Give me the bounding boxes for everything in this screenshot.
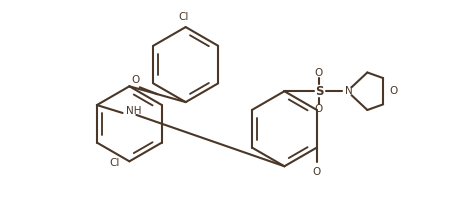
Text: O: O (389, 86, 397, 96)
Text: O: O (315, 69, 323, 78)
Text: Cl: Cl (179, 12, 189, 22)
Text: O: O (315, 104, 323, 114)
Text: S: S (315, 85, 323, 98)
Text: O: O (132, 75, 140, 85)
Text: N: N (345, 86, 352, 96)
Text: NH: NH (125, 106, 141, 116)
Text: O: O (313, 167, 321, 177)
Text: Cl: Cl (109, 158, 120, 168)
